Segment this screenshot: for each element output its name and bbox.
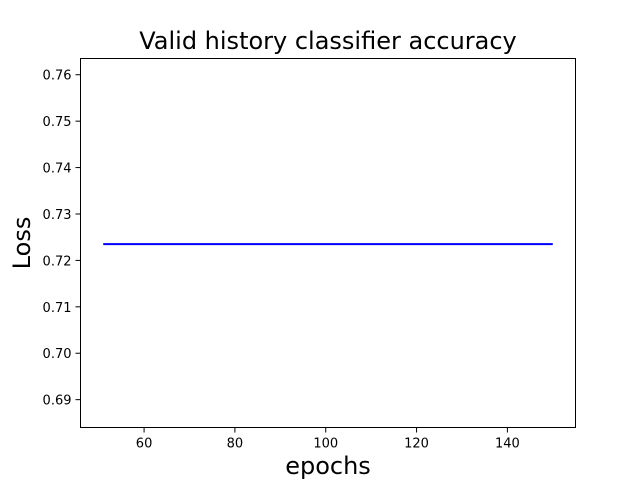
- y-axis-label: Loss: [8, 217, 36, 270]
- y-axis: 0.69 0.70 0.71 0.72 0.73 0.74 0.75 0.76: [43, 69, 81, 409]
- x-axis: 60 80 100 120 140: [136, 427, 520, 452]
- y-tick-label: 0.72: [43, 254, 72, 269]
- x-axis-label: epochs: [285, 452, 371, 480]
- x-tick-label: 80: [227, 437, 244, 452]
- y-tick-label: 0.69: [43, 394, 72, 409]
- x-tick-label: 60: [136, 437, 153, 452]
- y-tick-label: 0.76: [43, 69, 72, 84]
- chart-title: Valid history classifier accuracy: [139, 27, 517, 55]
- x-tick-label: 100: [313, 437, 338, 452]
- y-tick-label: 0.75: [43, 115, 72, 130]
- y-tick-label: 0.74: [43, 162, 72, 177]
- y-tick-label: 0.71: [43, 301, 72, 316]
- y-tick-label: 0.70: [43, 347, 72, 362]
- y-tick-label: 0.73: [43, 208, 72, 223]
- plot-frame: [80, 58, 576, 428]
- x-tick-label: 140: [495, 437, 520, 452]
- x-tick-label: 120: [404, 437, 429, 452]
